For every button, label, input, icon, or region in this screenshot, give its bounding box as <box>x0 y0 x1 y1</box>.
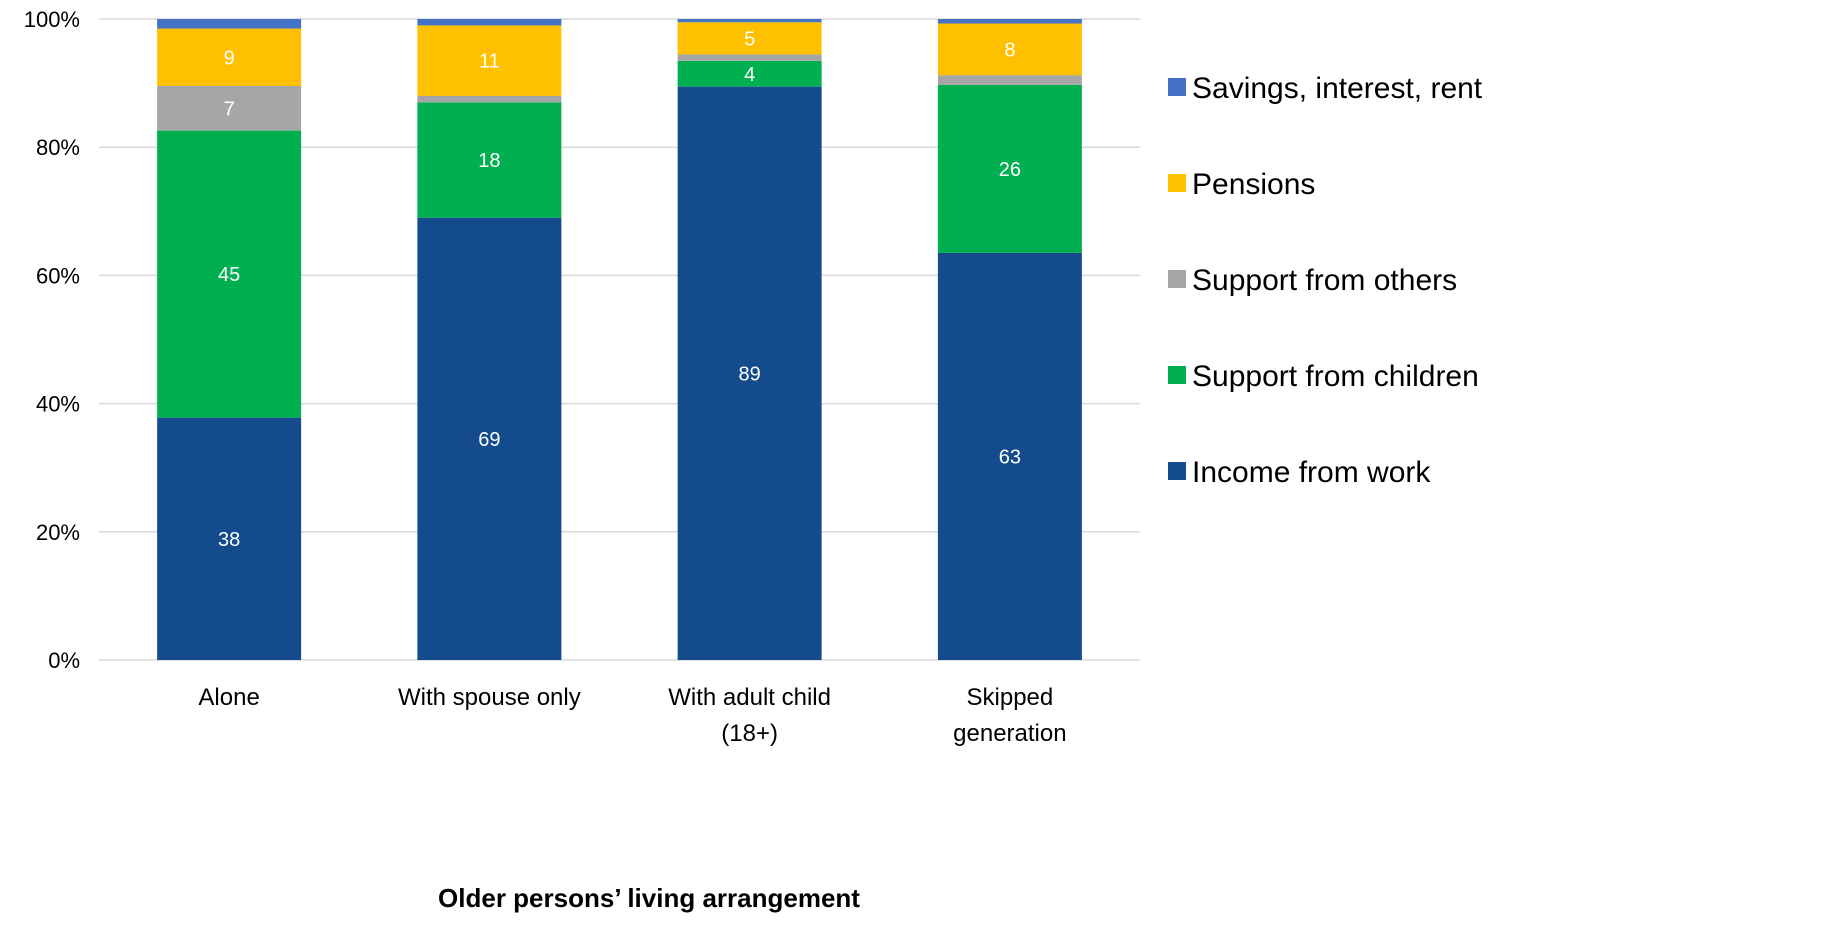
y-axis: 0% 20% 40% 60% 80% 100% <box>24 7 80 673</box>
data-label: 89 <box>739 363 761 385</box>
legend-swatch <box>1168 174 1186 192</box>
bar-segment <box>417 19 562 26</box>
data-label: 7 <box>224 98 235 120</box>
data-label: 26 <box>999 159 1021 181</box>
data-label: 38 <box>218 529 240 551</box>
data-label: 45 <box>218 264 240 286</box>
bar-segment <box>937 19 1082 24</box>
data-label: 8 <box>1004 39 1015 61</box>
x-tick-label: With adult child <box>668 684 831 711</box>
bar-segment <box>157 85 302 131</box>
y-tick-label: 100% <box>24 7 80 32</box>
legend-swatch <box>1168 270 1186 288</box>
legend-label: Pensions <box>1192 168 1315 201</box>
bar-segment <box>417 102 562 218</box>
legend-label: Income from work <box>1192 456 1431 489</box>
bar-segment <box>677 60 822 87</box>
bar-segment <box>937 23 1082 76</box>
legend-swatch <box>1168 78 1186 96</box>
bar-segment <box>157 28 302 86</box>
y-tick-label: 20% <box>36 520 80 545</box>
legend-swatch <box>1168 366 1186 384</box>
x-tick-label: With spouse only <box>398 684 581 711</box>
bar-segment <box>937 252 1082 660</box>
legend-label: Support from children <box>1192 360 1479 393</box>
data-label: 5 <box>744 28 755 50</box>
legend-label: Support from others <box>1192 264 1457 297</box>
data-label: 11 <box>479 51 500 73</box>
bar-segment <box>937 84 1082 253</box>
data-label: 69 <box>478 429 500 451</box>
y-tick-label: 40% <box>36 392 80 417</box>
bars <box>157 19 1082 661</box>
legend-swatch <box>1168 462 1186 480</box>
data-label: 18 <box>478 150 500 172</box>
y-tick-label: 80% <box>36 135 80 160</box>
x-tick-label: generation <box>953 720 1066 747</box>
bar-segment <box>677 22 822 55</box>
x-axis: Alone With spouse only With adult child (18… <box>198 684 1066 747</box>
bar-segment <box>677 54 822 61</box>
legend: Savings, interest, rent Pensions Support f… <box>1168 72 1483 489</box>
bar-segment <box>157 130 302 418</box>
y-tick-label: 0% <box>48 648 80 673</box>
bar-segment <box>417 95 562 103</box>
x-axis-title: Older persons’ living arrangement <box>438 883 860 913</box>
bar-segment <box>677 19 822 23</box>
y-tick-label: 60% <box>36 263 80 288</box>
data-label: 9 <box>224 47 235 69</box>
x-tick-label: Skipped <box>967 684 1054 711</box>
bar-segment <box>417 217 562 660</box>
bar-segment <box>937 75 1082 85</box>
bar-segment <box>157 19 302 29</box>
bar-segment <box>417 25 562 96</box>
bar-segment <box>157 417 302 660</box>
legend-label: Savings, interest, rent <box>1192 72 1483 105</box>
data-label: 63 <box>999 446 1021 468</box>
bar-segment <box>677 86 822 661</box>
data-label: 4 <box>744 64 755 86</box>
x-tick-label: Alone <box>198 684 259 711</box>
x-tick-label: (18+) <box>721 720 778 747</box>
